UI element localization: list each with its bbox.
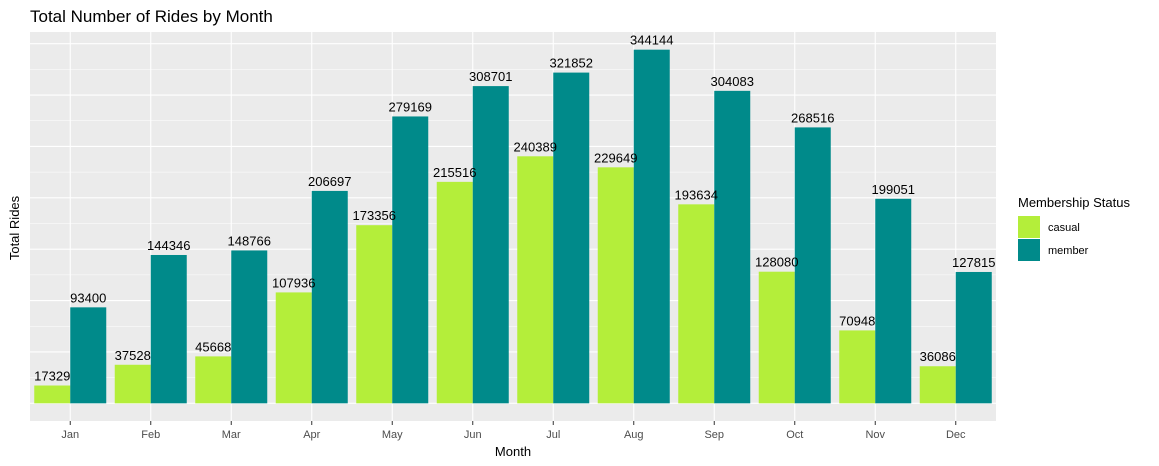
data-labels: 17329 37528 45668 107936 173356 215516 240389 2… bbox=[34, 33, 995, 384]
x-tick-label-may: May bbox=[382, 429, 403, 441]
bar-member-mar bbox=[231, 250, 268, 404]
legend-swatch-member bbox=[1018, 239, 1040, 261]
x-tick-label-dec: Dec bbox=[946, 429, 966, 441]
data-label-casual-jul: 240389 bbox=[514, 139, 557, 154]
y-axis-title: Total Rides bbox=[7, 195, 22, 260]
data-label-casual-jan: 17329 bbox=[34, 369, 70, 384]
data-label-casual-oct: 128080 bbox=[755, 255, 798, 270]
legend-title: Membership Status bbox=[1018, 195, 1130, 210]
bar-member-dec bbox=[955, 271, 992, 404]
data-label-member-may: 279169 bbox=[389, 99, 432, 114]
data-label-member-aug: 344144 bbox=[630, 33, 673, 48]
data-label-casual-apr: 107936 bbox=[272, 275, 315, 290]
bar-casual-nov bbox=[839, 330, 876, 404]
bar-member-jun bbox=[472, 86, 509, 404]
bar-member-aug bbox=[633, 49, 670, 404]
data-label-member-apr: 206697 bbox=[308, 174, 351, 189]
bar-casual-jun bbox=[436, 181, 473, 404]
data-label-casual-dec: 36086 bbox=[920, 349, 956, 364]
bar-casual-sep bbox=[678, 204, 715, 404]
bar-member-sep bbox=[714, 90, 751, 404]
data-label-member-jan: 93400 bbox=[70, 290, 106, 305]
data-label-member-jul: 321852 bbox=[550, 56, 593, 71]
data-label-casual-jun: 215516 bbox=[433, 165, 476, 180]
bar-casual-aug bbox=[597, 167, 634, 404]
data-label-casual-sep: 193634 bbox=[675, 187, 718, 202]
x-tick-label-mar: Mar bbox=[222, 429, 241, 441]
x-tick-label-aug: Aug bbox=[624, 429, 644, 441]
bar-casual-apr bbox=[275, 292, 312, 404]
x-tick-label-oct: Oct bbox=[786, 429, 803, 441]
data-label-member-mar: 148766 bbox=[228, 233, 271, 248]
bar-casual-dec bbox=[919, 366, 956, 404]
bar-casual-oct bbox=[758, 271, 795, 404]
x-tick-label-sep: Sep bbox=[704, 429, 724, 441]
data-label-member-nov: 199051 bbox=[872, 182, 915, 197]
x-tick-label-jul: Jul bbox=[546, 429, 560, 441]
data-label-member-sep: 304083 bbox=[711, 74, 754, 89]
x-axis-title: Month bbox=[495, 444, 531, 459]
bar-casual-jan bbox=[34, 385, 71, 404]
data-label-casual-mar: 45668 bbox=[195, 339, 231, 354]
legend-swatch-casual bbox=[1018, 216, 1040, 238]
x-tick-label-apr: Apr bbox=[303, 429, 320, 441]
x-tick-label-feb: Feb bbox=[141, 429, 160, 441]
x-axis: Jan Feb Mar Apr May Jun Jul Aug Sep Oct Nov Dec bbox=[61, 421, 966, 441]
bar-casual-mar bbox=[195, 356, 232, 404]
plot-panel bbox=[30, 32, 996, 421]
data-label-casual-nov: 70948 bbox=[839, 313, 875, 328]
bar-member-nov bbox=[875, 198, 912, 404]
data-label-member-feb: 144346 bbox=[147, 238, 190, 253]
bar-member-apr bbox=[311, 190, 348, 404]
bar-casual-jul bbox=[517, 156, 554, 404]
bar-member-jan bbox=[70, 307, 107, 404]
x-tick-label-jan: Jan bbox=[61, 429, 79, 441]
x-tick-label-nov: Nov bbox=[865, 429, 885, 441]
legend: Membership Status casual member bbox=[1018, 195, 1130, 261]
bar-member-oct bbox=[794, 127, 831, 404]
bar-member-may bbox=[392, 116, 429, 404]
x-tick-label-jun: Jun bbox=[464, 429, 482, 441]
bar-member-feb bbox=[150, 254, 187, 404]
data-label-casual-may: 173356 bbox=[353, 208, 396, 223]
bar-casual-feb bbox=[114, 364, 151, 404]
data-label-casual-aug: 229649 bbox=[594, 150, 637, 165]
data-label-member-dec: 127815 bbox=[952, 255, 995, 270]
bars bbox=[34, 49, 992, 404]
bar-casual-may bbox=[356, 225, 393, 404]
legend-label-member: member bbox=[1048, 245, 1089, 257]
data-label-member-oct: 268516 bbox=[791, 110, 834, 125]
data-label-casual-feb: 37528 bbox=[115, 348, 151, 363]
legend-label-casual: casual bbox=[1048, 222, 1080, 234]
bar-member-jul bbox=[553, 72, 590, 404]
chart-title: Total Number of Rides by Month bbox=[30, 7, 273, 26]
data-label-member-jun: 308701 bbox=[469, 69, 512, 84]
